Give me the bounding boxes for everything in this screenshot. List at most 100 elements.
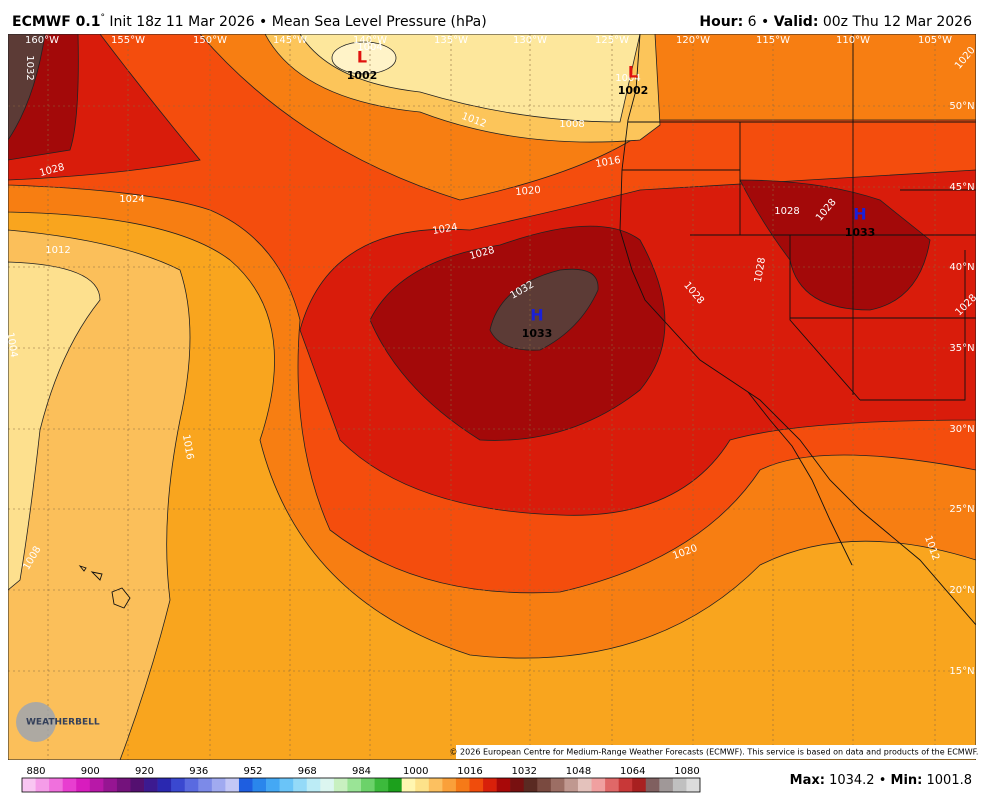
colorbar-swatch: [496, 778, 511, 792]
longitude-label: 125°W: [595, 35, 629, 46]
latitude-label: 25°N: [949, 504, 974, 515]
colorbar-frame: [21, 777, 701, 793]
valid-value: 00z Thu 12 Mar 2026: [818, 14, 972, 30]
logo-globe: [16, 702, 56, 742]
contour-label: 1028: [774, 206, 799, 217]
colorbar-swatch: [116, 778, 131, 792]
colorbar-swatch: [415, 778, 430, 792]
contour-label: 1008: [559, 119, 584, 130]
colorbar-swatch: [144, 778, 158, 792]
colorbar-swatch: [374, 778, 389, 792]
init-info: Init 18z 11 Mar 2026 • Mean Sea Level Pr…: [105, 14, 487, 30]
contour-1002: [331, 41, 397, 75]
contour-label: 1028: [753, 257, 768, 284]
map: 160°W 155°W 150°W 145°W 140°W 135°W 130°W 125°W…: [4, 34, 979, 760]
pressure-center-symbol: H: [530, 306, 543, 325]
pressure-center-value: 1002: [618, 84, 649, 97]
colorbar-label: 1064: [620, 766, 645, 777]
header-right: Hour: 6 • Valid: 00z Thu 12 Mar 2026: [699, 14, 972, 30]
contour-label: 1024: [432, 222, 459, 237]
contour-label: 1012: [45, 245, 70, 256]
contour-label: 1016: [180, 434, 195, 461]
longitude-label: 130°W: [513, 35, 547, 46]
colorbar-swatch: [591, 778, 606, 792]
colorbar-swatch: [618, 778, 633, 792]
longitude-label: 120°W: [676, 35, 710, 46]
header: ECMWF 0.1° Init 18z 11 Mar 2026 • Mean S…: [12, 13, 972, 31]
colorbar-swatch: [469, 778, 484, 792]
colorbar-swatch: [672, 778, 687, 792]
pressure-center-symbol: H: [853, 205, 866, 224]
hawaii: [78, 565, 131, 609]
colorbar-swatch: [564, 778, 579, 792]
colorbar-swatch: [76, 778, 91, 792]
longitude-label: 160°W: [25, 35, 59, 46]
contour-center: [489, 268, 599, 351]
colorbar-swatch: [483, 778, 497, 792]
colorbar-swatch: [279, 778, 294, 792]
latitude-label: 45°N: [949, 182, 974, 193]
colorbar-swatch: [157, 778, 172, 792]
pressure-center-value: 1033: [845, 226, 876, 239]
contour-label: 1004: [357, 42, 382, 53]
colorbar-swatch: [266, 778, 280, 792]
latitude-label: 40°N: [949, 262, 974, 273]
hour-value: 6 •: [743, 14, 774, 30]
extremes: Max: 1034.2 • Min: 1001.8: [790, 773, 972, 788]
colorbar-swatch: [22, 778, 36, 792]
colorbar-swatch: [306, 778, 321, 792]
contour-label: 1004: [4, 332, 19, 359]
coast: [619, 34, 976, 626]
contour-label: 1024: [119, 194, 144, 205]
colorbar-swatch: [211, 778, 226, 792]
colorbar-label: 920: [135, 766, 154, 777]
colorbar-swatch: [89, 778, 104, 792]
latitude-label: 15°N: [949, 666, 974, 677]
pressure-center-symbol: L: [628, 63, 638, 82]
colorbar-swatch: [184, 778, 199, 792]
colorbar-swatch: [49, 778, 63, 792]
colorbar-swatch: [238, 778, 253, 792]
colorbar-swatch: [333, 778, 348, 792]
longitude-label: 155°W: [111, 35, 145, 46]
colorbar-label: 984: [352, 766, 371, 777]
colorbar-swatch: [632, 778, 647, 792]
contour-label: 1020: [515, 185, 541, 198]
contour-label: 1032: [24, 55, 35, 80]
header-left: ECMWF 0.1° Init 18z 11 Mar 2026 • Mean S…: [12, 13, 487, 31]
colorbar-swatch: [198, 778, 213, 792]
colorbar-label: 1000: [403, 766, 428, 777]
colorbar-swatch: [320, 778, 335, 792]
model-name: ECMWF 0.1: [12, 14, 100, 30]
degree: °: [100, 13, 105, 23]
hour-label: Hour:: [699, 14, 743, 30]
colorbar: 880 900 920 936 952 968 984 1000 1016 1032 1048 106…: [21, 766, 701, 793]
colorbar-swatch: [510, 778, 525, 792]
longitude-label: 140°W: [353, 35, 387, 46]
colorbar-label: 900: [81, 766, 100, 777]
valid-label: Valid:: [774, 14, 819, 30]
colorbar-swatch: [35, 778, 50, 792]
contour-1004: [8, 261, 101, 591]
pressure-center-value: 1033: [522, 327, 553, 340]
colorbar-label: 880: [26, 766, 45, 777]
logo-text: WEATHERBELL: [26, 718, 100, 728]
latitude-label: 30°N: [949, 424, 974, 435]
pressure-fill: [8, 34, 976, 760]
contour-label: 1004: [615, 73, 640, 84]
contour-label: 1016: [595, 155, 622, 170]
colorbar-label: 1048: [566, 766, 591, 777]
colorbar-swatch: [550, 778, 565, 792]
colorbar-swatch: [361, 778, 375, 792]
colorbar-swatch: [252, 778, 267, 792]
colorbar-swatch: [537, 778, 552, 792]
colorbar-swatch: [401, 778, 416, 792]
colorbar-label: 1032: [512, 766, 537, 777]
max-value: 1034.2 •: [825, 773, 891, 788]
coast: [747, 391, 853, 566]
colorbar-swatch: [645, 778, 660, 792]
copyright: © 2026 European Centre for Medium-Range …: [450, 748, 979, 757]
colorbar-swatch: [347, 778, 362, 792]
colorbar-swatch: [293, 778, 308, 792]
